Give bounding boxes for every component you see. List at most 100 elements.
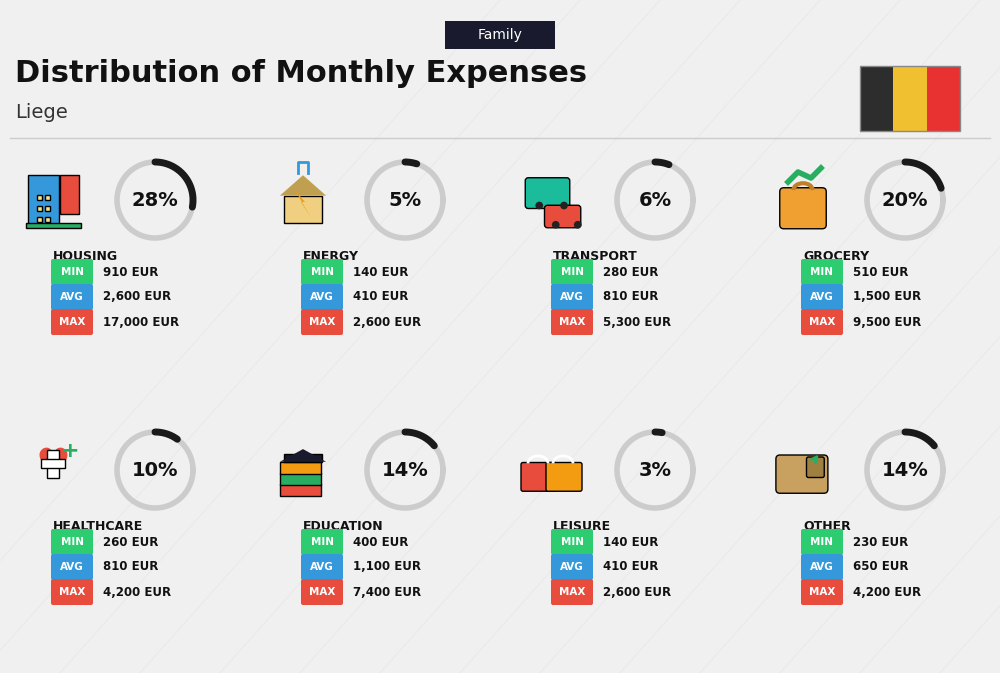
Text: MIN: MIN	[810, 537, 833, 547]
FancyBboxPatch shape	[801, 284, 843, 310]
FancyBboxPatch shape	[301, 309, 343, 335]
FancyBboxPatch shape	[51, 554, 93, 580]
FancyBboxPatch shape	[801, 579, 843, 605]
FancyBboxPatch shape	[301, 529, 343, 555]
Text: 230 EUR: 230 EUR	[853, 536, 908, 548]
Text: 2,600 EUR: 2,600 EUR	[603, 586, 671, 598]
Text: 5%: 5%	[388, 190, 422, 209]
Text: AVG: AVG	[310, 292, 334, 302]
Text: MAX: MAX	[59, 587, 85, 597]
Text: MAX: MAX	[309, 587, 335, 597]
Text: AVG: AVG	[810, 292, 834, 302]
Polygon shape	[280, 175, 326, 196]
Text: ENERGY: ENERGY	[303, 250, 359, 263]
FancyBboxPatch shape	[51, 259, 93, 285]
Text: +: +	[60, 441, 79, 461]
FancyBboxPatch shape	[893, 65, 927, 131]
Polygon shape	[280, 449, 326, 462]
Text: LEISURE: LEISURE	[553, 520, 611, 533]
Text: MIN: MIN	[310, 267, 334, 277]
Text: 2,600 EUR: 2,600 EUR	[353, 316, 421, 328]
FancyBboxPatch shape	[301, 284, 343, 310]
Circle shape	[560, 202, 568, 209]
Text: HEALTHCARE: HEALTHCARE	[53, 520, 143, 533]
Text: MAX: MAX	[809, 587, 835, 597]
FancyBboxPatch shape	[284, 454, 322, 462]
FancyBboxPatch shape	[525, 178, 570, 209]
FancyBboxPatch shape	[445, 21, 555, 49]
FancyBboxPatch shape	[36, 194, 42, 200]
FancyBboxPatch shape	[41, 459, 65, 468]
FancyBboxPatch shape	[47, 450, 59, 478]
FancyBboxPatch shape	[45, 217, 50, 222]
Text: MAX: MAX	[559, 587, 585, 597]
Text: AVG: AVG	[810, 562, 834, 572]
Text: EDUCATION: EDUCATION	[303, 520, 384, 533]
FancyBboxPatch shape	[280, 484, 320, 496]
FancyBboxPatch shape	[551, 579, 593, 605]
FancyBboxPatch shape	[776, 455, 828, 493]
Text: AVG: AVG	[560, 292, 584, 302]
Text: 14%: 14%	[882, 460, 928, 479]
FancyBboxPatch shape	[51, 529, 93, 555]
FancyBboxPatch shape	[51, 309, 93, 335]
Text: MIN: MIN	[561, 267, 584, 277]
Text: 14%: 14%	[382, 460, 428, 479]
Text: 140 EUR: 140 EUR	[353, 266, 408, 279]
FancyBboxPatch shape	[60, 175, 79, 214]
Text: MIN: MIN	[810, 267, 833, 277]
Text: GROCERY: GROCERY	[803, 250, 869, 263]
FancyBboxPatch shape	[301, 259, 343, 285]
Text: MIN: MIN	[60, 537, 84, 547]
Text: TRANSPORT: TRANSPORT	[553, 250, 638, 263]
FancyBboxPatch shape	[45, 205, 50, 211]
Circle shape	[535, 202, 543, 209]
Text: 650 EUR: 650 EUR	[853, 561, 908, 573]
FancyBboxPatch shape	[780, 188, 826, 229]
Text: AVG: AVG	[60, 562, 84, 572]
FancyBboxPatch shape	[51, 284, 93, 310]
Text: 3%: 3%	[639, 460, 672, 479]
FancyBboxPatch shape	[801, 529, 843, 555]
Text: 400 EUR: 400 EUR	[353, 536, 408, 548]
Text: MIN: MIN	[310, 537, 334, 547]
FancyBboxPatch shape	[280, 473, 320, 485]
FancyBboxPatch shape	[284, 196, 322, 223]
Text: 2,600 EUR: 2,600 EUR	[103, 291, 171, 304]
FancyBboxPatch shape	[546, 462, 582, 491]
FancyBboxPatch shape	[26, 223, 80, 227]
Text: 280 EUR: 280 EUR	[603, 266, 658, 279]
FancyBboxPatch shape	[551, 309, 593, 335]
FancyBboxPatch shape	[927, 65, 960, 131]
Text: 4,200 EUR: 4,200 EUR	[103, 586, 171, 598]
FancyBboxPatch shape	[551, 529, 593, 555]
Text: AVG: AVG	[60, 292, 84, 302]
FancyBboxPatch shape	[36, 205, 42, 211]
Text: MAX: MAX	[809, 317, 835, 327]
Text: MAX: MAX	[559, 317, 585, 327]
Text: ♥: ♥	[36, 446, 70, 484]
FancyBboxPatch shape	[280, 462, 320, 474]
Text: AVG: AVG	[310, 562, 334, 572]
Text: 17,000 EUR: 17,000 EUR	[103, 316, 179, 328]
Text: MAX: MAX	[309, 317, 335, 327]
FancyBboxPatch shape	[51, 579, 93, 605]
FancyBboxPatch shape	[28, 175, 58, 225]
FancyBboxPatch shape	[551, 284, 593, 310]
Text: MAX: MAX	[59, 317, 85, 327]
Text: 10%: 10%	[132, 460, 178, 479]
Text: 810 EUR: 810 EUR	[103, 561, 158, 573]
Text: 5,300 EUR: 5,300 EUR	[603, 316, 671, 328]
FancyBboxPatch shape	[544, 205, 581, 227]
Text: HOUSING: HOUSING	[53, 250, 118, 263]
Text: 28%: 28%	[132, 190, 178, 209]
Text: 7,400 EUR: 7,400 EUR	[353, 586, 421, 598]
Text: 140 EUR: 140 EUR	[603, 536, 658, 548]
Text: OTHER: OTHER	[803, 520, 851, 533]
Text: MIN: MIN	[561, 537, 584, 547]
FancyBboxPatch shape	[551, 554, 593, 580]
FancyBboxPatch shape	[551, 259, 593, 285]
FancyBboxPatch shape	[36, 217, 42, 222]
Text: 20%: 20%	[882, 190, 928, 209]
Text: 510 EUR: 510 EUR	[853, 266, 908, 279]
